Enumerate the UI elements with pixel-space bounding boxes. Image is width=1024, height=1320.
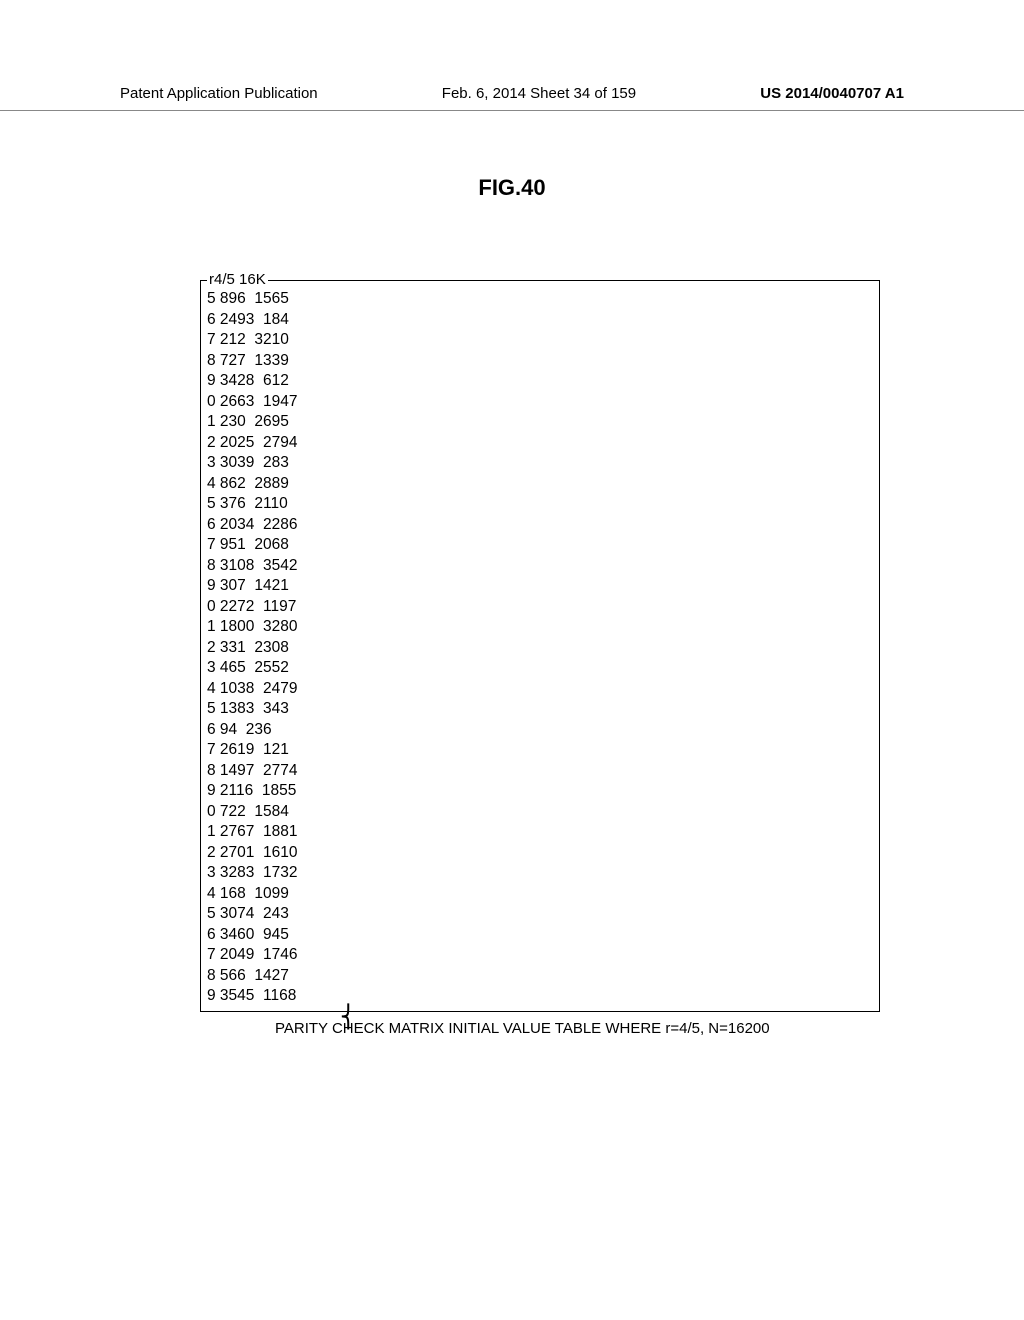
data-box: 5 896 15656 2493 1847 212 32108 727 1339… xyxy=(200,285,880,1012)
data-row: 1 230 2695 xyxy=(207,412,875,433)
data-row: 6 3460 945 xyxy=(207,925,875,946)
data-row: 7 2619 121 xyxy=(207,740,875,761)
data-row: 9 307 1421 xyxy=(207,576,875,597)
data-row: 1 1800 3280 xyxy=(207,617,875,638)
data-row: 4 168 1099 xyxy=(207,884,875,905)
data-row: 8 727 1339 xyxy=(207,351,875,372)
figure-caption: PARITY CHECK MATRIX INITIAL VALUE TABLE … xyxy=(275,1020,770,1037)
data-row: 0 2663 1947 xyxy=(207,392,875,413)
data-row: 2 2025 2794 xyxy=(207,433,875,454)
data-row: 5 1383 343 xyxy=(207,699,875,720)
data-row: 7 212 3210 xyxy=(207,330,875,351)
data-row: 2 2701 1610 xyxy=(207,843,875,864)
data-row: 6 2493 184 xyxy=(207,310,875,331)
legend-right-tick xyxy=(879,280,880,287)
data-row: 9 2116 1855 xyxy=(207,781,875,802)
legend-line xyxy=(268,280,879,281)
data-row: 5 3074 243 xyxy=(207,904,875,925)
page-header: Patent Application Publication Feb. 6, 2… xyxy=(0,85,1024,111)
data-row: 9 3545 1168 xyxy=(207,986,875,1007)
data-row: 8 1497 2774 xyxy=(207,761,875,782)
header-left: Patent Application Publication xyxy=(120,85,318,102)
data-row: 0 722 1584 xyxy=(207,802,875,823)
data-row: 5 376 2110 xyxy=(207,494,875,515)
data-row: 0 2272 1197 xyxy=(207,597,875,618)
data-row: 7 951 2068 xyxy=(207,535,875,556)
data-row: 3 3039 283 xyxy=(207,453,875,474)
data-row: 3 3283 1732 xyxy=(207,863,875,884)
legend-left-tick xyxy=(200,280,207,287)
header-right: US 2014/0040707 A1 xyxy=(760,85,904,102)
data-row: 5 896 1565 xyxy=(207,289,875,310)
data-row: 3 465 2552 xyxy=(207,658,875,679)
box-legend-label: r4/5 16K xyxy=(207,274,268,286)
data-row: 4 1038 2479 xyxy=(207,679,875,700)
data-row: 6 2034 2286 xyxy=(207,515,875,536)
figure-box: r4/5 16K 5 896 15656 2493 1847 212 32108… xyxy=(200,275,880,1024)
data-row: 7 2049 1746 xyxy=(207,945,875,966)
data-row: 6 94 236 xyxy=(207,720,875,741)
data-row: 4 862 2889 xyxy=(207,474,875,495)
data-row: 8 566 1427 xyxy=(207,966,875,987)
figure-title: FIG.40 xyxy=(0,175,1024,201)
header-center: Feb. 6, 2014 Sheet 34 of 159 xyxy=(442,85,636,102)
data-row: 1 2767 1881 xyxy=(207,822,875,843)
data-row: 2 331 2308 xyxy=(207,638,875,659)
data-row: 9 3428 612 xyxy=(207,371,875,392)
box-legend: r4/5 16K xyxy=(200,275,880,285)
data-row: 8 3108 3542 xyxy=(207,556,875,577)
